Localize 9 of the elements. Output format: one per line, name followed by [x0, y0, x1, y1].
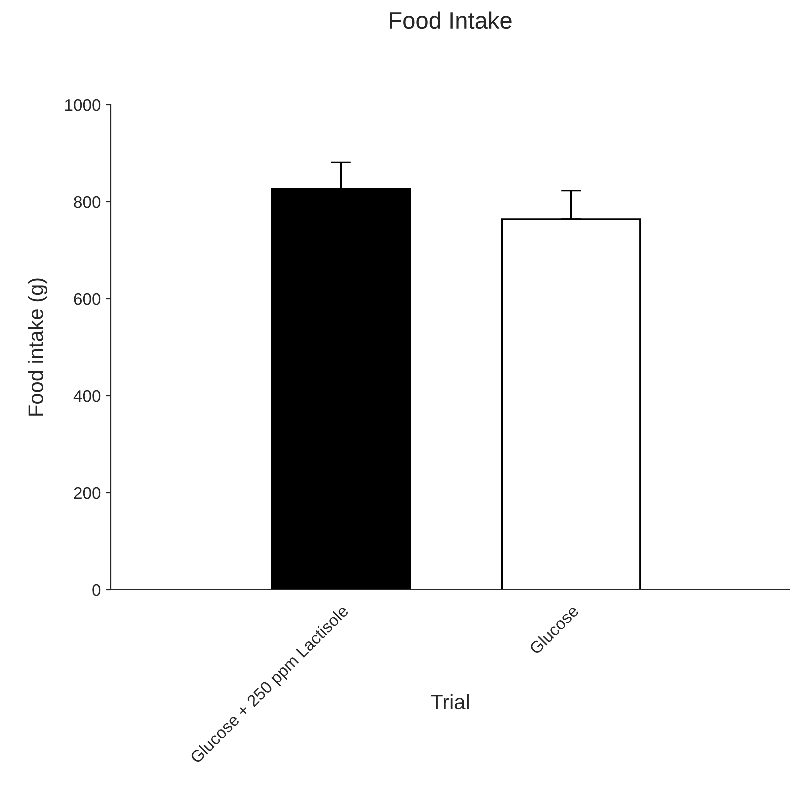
y-tick-label: 200: [74, 487, 101, 500]
y-tick-label: 0: [92, 584, 101, 596]
y-tick-label: 1000: [65, 99, 101, 112]
y-axis-title: Food intake (g): [28, 278, 48, 416]
y-tick-label: 600: [74, 293, 101, 306]
y-tick-label: 800: [74, 196, 101, 208]
y-tick-label: 400: [74, 390, 101, 402]
x-axis-title: Trial: [431, 694, 469, 710]
chart-title: Food Intake: [390, 12, 512, 30]
